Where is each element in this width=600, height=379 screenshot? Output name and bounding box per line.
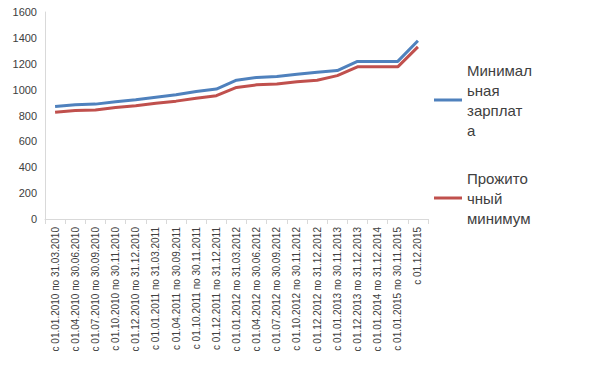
svg-text:с 01.04.2010 по 30.06.2010: с 01.04.2010 по 30.06.2010: [70, 227, 81, 352]
svg-text:с 01.10.2011 по 30.11.2011: с 01.10.2011 по 30.11.2011: [191, 227, 202, 350]
svg-text:с 01.01.2010 по 31.03.2010: с 01.01.2010 по 31.03.2010: [50, 227, 61, 352]
svg-text:с 01.01.2015 по 30.11.2015: с 01.01.2015 по 30.11.2015: [392, 227, 403, 351]
svg-text:с 01.12.2011 по 31.12.2011: с 01.12.2011 по 31.12.2011: [211, 227, 222, 350]
svg-text:с 01.07.2012 по 30.09.2012: с 01.07.2012 по 30.09.2012: [271, 227, 282, 352]
svg-text:с 01.07.2010 по 30.09.2010: с 01.07.2010 по 30.09.2010: [90, 227, 101, 352]
svg-text:с 01.12.2015: с 01.12.2015: [412, 227, 423, 285]
svg-text:400: 400: [19, 161, 37, 173]
svg-text:с 01.01.2013 по 30.11.2013: с 01.01.2013 по 30.11.2013: [332, 227, 343, 351]
svg-text:с 01.12.2013 по 31.12.2013: с 01.12.2013 по 31.12.2013: [352, 227, 363, 352]
svg-text:ьная: ьная: [467, 82, 504, 99]
svg-text:с 01.04.2012 по 30.06.2012: с 01.04.2012 по 30.06.2012: [251, 227, 262, 352]
svg-text:1200: 1200: [13, 58, 37, 70]
svg-text:600: 600: [19, 135, 37, 147]
svg-text:800: 800: [19, 110, 37, 122]
svg-text:минимум: минимум: [467, 210, 530, 227]
svg-text:1600: 1600: [13, 6, 37, 18]
svg-text:с 01.10.2010 по 30.11.2010: с 01.10.2010 по 30.11.2010: [110, 227, 121, 351]
svg-text:1000: 1000: [13, 84, 37, 96]
svg-text:зарплат: зарплат: [467, 102, 522, 119]
svg-text:с 01.04.2011 по 30.09.2011: с 01.04.2011 по 30.09.2011: [171, 227, 182, 350]
svg-text:а: а: [467, 122, 476, 139]
svg-text:с 01.01.2014 по 31.12.2014: с 01.01.2014 по 31.12.2014: [372, 227, 383, 352]
svg-text:Прожито: Прожито: [467, 170, 528, 187]
svg-text:с 01.01.2012 по 31.03.2012: с 01.01.2012 по 31.03.2012: [231, 227, 242, 352]
svg-text:с 01.12.2012 по 31.12.2012: с 01.12.2012 по 31.12.2012: [312, 227, 323, 352]
svg-text:Минимал: Минимал: [467, 62, 532, 79]
svg-text:с 01.12.2010 по 31.12.2010: с 01.12.2010 по 31.12.2010: [130, 227, 141, 352]
svg-text:с 01.10.2012 по 30.11.2012: с 01.10.2012 по 30.11.2012: [291, 227, 302, 351]
svg-text:1400: 1400: [13, 32, 37, 44]
svg-text:с 01.01.2011 по 31.03.2011: с 01.01.2011 по 31.03.2011: [150, 227, 161, 350]
svg-text:0: 0: [31, 213, 37, 225]
svg-text:чный: чный: [467, 190, 506, 207]
svg-text:200: 200: [19, 187, 37, 199]
